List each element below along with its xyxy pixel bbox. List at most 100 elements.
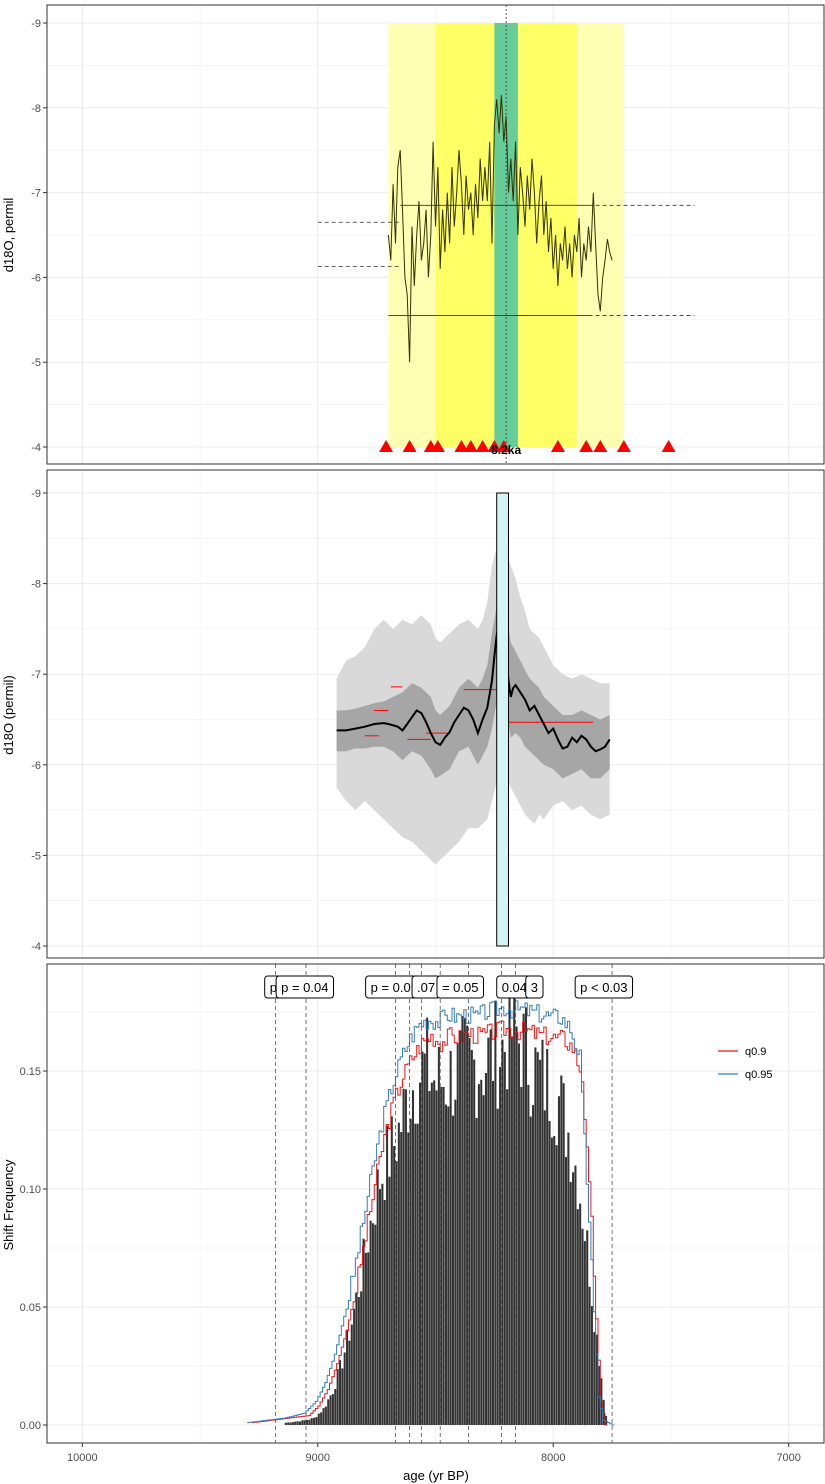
- panel-bottom-border: [46, 963, 825, 1444]
- histogram-bar: [390, 1116, 393, 1425]
- histogram-bar: [449, 1050, 452, 1425]
- ci-inner-band: [336, 597, 610, 779]
- histogram-bar: [336, 1369, 339, 1425]
- histogram-bar: [428, 1091, 431, 1425]
- panel-top-y-label: d18O, permil: [1, 198, 16, 273]
- p-value-text: p < 0.03: [580, 980, 627, 995]
- x-tick-label: 7000: [776, 1452, 800, 1464]
- histogram-bar: [411, 1090, 415, 1425]
- histogram-bar: [473, 1059, 476, 1425]
- histogram-bar: [355, 1292, 358, 1425]
- panel-bottom-y-ticks: 0.00 0.05 0.10 0.15: [20, 1066, 47, 1432]
- y-tick-label: -6: [31, 760, 41, 772]
- histogram-bar: [602, 1399, 605, 1425]
- histogram-bar: [364, 1252, 367, 1425]
- p-value-box: [525, 975, 544, 999]
- histogram-bar: [350, 1324, 353, 1425]
- histogram-bar: [489, 1029, 492, 1425]
- histogram-bar: [482, 1095, 485, 1425]
- histogram-bar: [284, 1422, 287, 1425]
- histogram-bar: [583, 1241, 586, 1425]
- panel-middle-y-ticks: -9 -8 -7 -6 -5 -4: [31, 488, 47, 953]
- panel-top-y-ticks: -9 -8 -7 -6 -5 -4: [31, 18, 47, 454]
- histogram-bar: [487, 1037, 490, 1425]
- event-annotation: 8.2ka: [491, 443, 521, 457]
- x-axis-label: age (yr BP): [403, 1468, 469, 1483]
- histogram-bar: [593, 1332, 596, 1425]
- histogram-bar: [294, 1421, 297, 1425]
- p-value-label: p < 0.03: [574, 975, 634, 999]
- histogram-bar: [367, 1252, 370, 1425]
- p-value-label: = 0.05: [436, 975, 484, 999]
- histogram-bar: [421, 1051, 424, 1425]
- histogram-bar: [287, 1422, 290, 1425]
- histogram-bar: [289, 1422, 292, 1425]
- event-marker: [496, 440, 511, 452]
- histogram-bar: [423, 1053, 426, 1425]
- histogram-bar: [329, 1395, 332, 1425]
- histogram-bar: [409, 1118, 412, 1425]
- histogram-bars: [284, 976, 608, 1425]
- histogram-bar: [310, 1418, 313, 1425]
- y-tick-label: -9: [31, 18, 41, 30]
- p-value-text: 0.04: [502, 980, 527, 995]
- histogram-bar: [322, 1408, 325, 1425]
- histogram-bar: [393, 1145, 396, 1425]
- p-value-text: = 0.05: [442, 980, 479, 995]
- histogram-bar: [506, 1089, 509, 1425]
- histogram-bar: [513, 989, 516, 1425]
- histogram-bar: [320, 1412, 323, 1425]
- histogram-bar: [433, 1080, 436, 1425]
- legend-q90-label: q0.9: [745, 1046, 766, 1058]
- q90-step-line: [251, 1020, 608, 1426]
- histogram-bar: [426, 1017, 429, 1425]
- histogram-bar: [400, 1132, 403, 1425]
- event-marker: [379, 440, 394, 452]
- histogram-bar: [447, 1106, 450, 1425]
- histogram-bar: [586, 1230, 589, 1425]
- histogram-bar: [560, 1075, 563, 1425]
- y-tick-label: -5: [31, 357, 41, 369]
- panel-middle-grid: [47, 470, 824, 958]
- panel-bottom-x-ticks: 10000 9000 8000 7000: [67, 1443, 801, 1464]
- histogram-bar: [313, 1417, 316, 1425]
- histogram-bar: [562, 1083, 565, 1425]
- p-value-text: 3: [531, 980, 538, 995]
- histogram-bar: [315, 1417, 318, 1425]
- y-tick-label: 0.15: [20, 1066, 41, 1078]
- y-tick-label: 0.00: [20, 1420, 41, 1432]
- legend-q95-label: q0.95: [745, 1069, 773, 1081]
- histogram-bar: [419, 1082, 422, 1425]
- p-value-text: p = 0.09: [371, 980, 418, 995]
- histogram-bar: [338, 1360, 342, 1425]
- histogram-bar: [499, 1066, 502, 1425]
- histogram-bar: [534, 1047, 537, 1425]
- histogram-bar: [565, 1156, 568, 1425]
- histogram-bar: [444, 1104, 447, 1425]
- histogram-bar: [539, 1059, 542, 1425]
- y-tick-label: -8: [31, 103, 41, 115]
- y-tick-label: -6: [31, 272, 41, 284]
- highlight-box: [496, 492, 509, 947]
- y-tick-label: -4: [31, 941, 41, 953]
- histogram-bar: [536, 1052, 539, 1425]
- histogram-bar: [581, 1228, 584, 1425]
- histogram-bar: [522, 1013, 525, 1425]
- histogram-bar: [383, 1199, 386, 1425]
- event-marker: [402, 440, 417, 452]
- event-marker: [550, 440, 565, 452]
- histogram-bar: [414, 1123, 417, 1425]
- histogram-bar: [567, 1132, 570, 1425]
- histogram-bar: [597, 1366, 601, 1425]
- histogram-bar: [494, 1000, 497, 1425]
- histogram-bar: [543, 1110, 546, 1425]
- y-tick-label: -9: [31, 488, 41, 500]
- histogram-bar: [510, 1036, 513, 1425]
- p-value-box: [574, 975, 634, 999]
- histogram-bar: [574, 1165, 577, 1425]
- panel-middle: -9 -8 -7 -6 -5 -4 d18O (permil): [1, 469, 825, 959]
- p-value-label: .07: [411, 975, 441, 999]
- event-marker: [463, 440, 478, 452]
